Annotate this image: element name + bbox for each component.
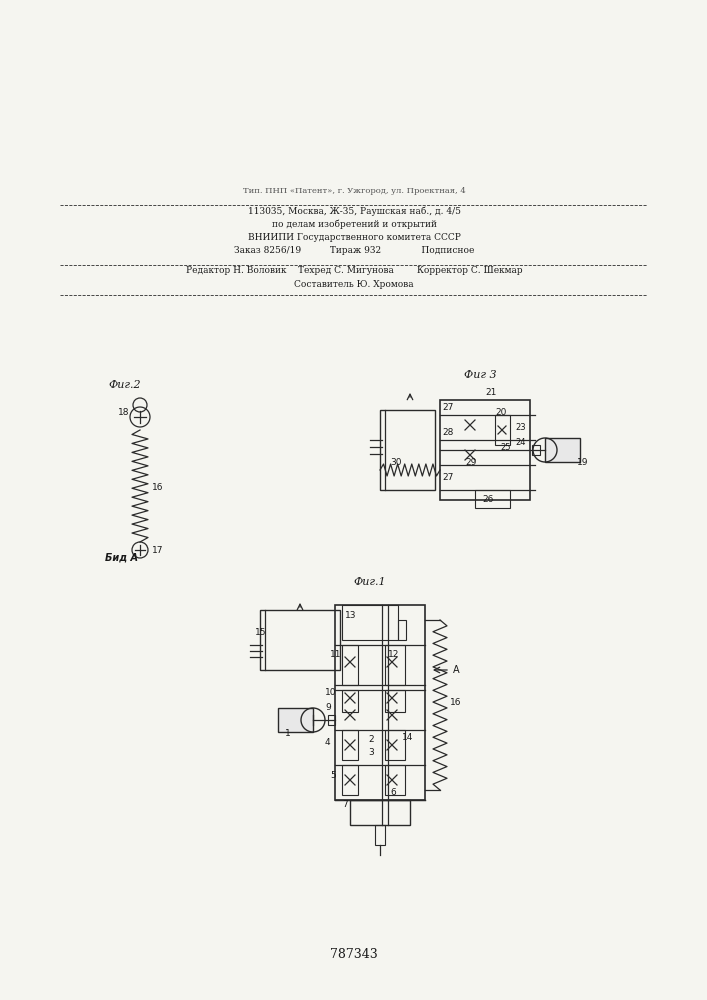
Text: Фиг 3: Фиг 3 (464, 370, 496, 380)
Text: 11: 11 (330, 650, 341, 659)
Bar (350, 800, 410, 825)
Bar (385, 645, 405, 685)
Text: 23: 23 (515, 423, 525, 432)
Text: 25: 25 (500, 443, 510, 452)
Text: 4: 4 (325, 738, 331, 747)
Text: 14: 14 (402, 733, 414, 742)
Text: 28: 28 (442, 428, 453, 437)
Text: 19: 19 (577, 458, 588, 467)
Text: по делам изобретений и открытий: по делам изобретений и открытий (271, 220, 436, 229)
Text: Заказ 8256/19          Тираж 932              Подписное: Заказ 8256/19 Тираж 932 Подписное (234, 246, 474, 255)
Text: 15: 15 (255, 628, 267, 637)
Text: 113035, Москва, Ж-35, Раушская наб., д. 4/5: 113035, Москва, Ж-35, Раушская наб., д. … (247, 207, 460, 216)
Bar (342, 605, 398, 640)
Text: 20: 20 (495, 408, 506, 417)
Bar (342, 765, 358, 795)
Text: 1: 1 (285, 729, 291, 738)
Bar (342, 730, 358, 760)
Text: 12: 12 (388, 650, 399, 659)
Text: 5: 5 (330, 771, 336, 780)
Bar (342, 645, 358, 685)
Bar (278, 708, 313, 732)
Text: Тип. ПНП «Патент», г. Ужгород, ул. Проектная, 4: Тип. ПНП «Патент», г. Ужгород, ул. Проек… (243, 187, 465, 195)
Text: 16: 16 (450, 698, 462, 707)
Text: 27: 27 (442, 403, 453, 412)
Text: 10: 10 (325, 688, 337, 697)
Bar (475, 490, 510, 508)
Text: 17: 17 (152, 546, 163, 555)
Text: 27: 27 (442, 473, 453, 482)
Text: 16: 16 (152, 483, 163, 492)
Bar (385, 730, 405, 760)
Text: 787343: 787343 (330, 948, 378, 962)
Text: 30: 30 (390, 458, 402, 467)
Text: Составитель Ю. Хромова: Составитель Ю. Хромова (294, 280, 414, 289)
Text: Редактор Н. Воловик    Техред С. Мигунова        Корректор С. Шекмар: Редактор Н. Воловик Техред С. Мигунова К… (186, 266, 522, 275)
Bar (398, 620, 406, 640)
Text: Фиг.2: Фиг.2 (109, 380, 141, 390)
Text: 18: 18 (118, 408, 129, 417)
Bar (385, 690, 405, 712)
Text: 6: 6 (390, 788, 396, 797)
Text: 2: 2 (368, 735, 373, 744)
Bar (335, 605, 425, 800)
Bar (440, 400, 530, 500)
Text: Бид А: Бид А (105, 552, 138, 562)
Bar (532, 445, 540, 455)
Text: 9: 9 (325, 703, 331, 712)
Text: 3: 3 (368, 748, 374, 757)
Text: 24: 24 (515, 438, 525, 447)
Bar (380, 410, 435, 490)
Text: 29: 29 (465, 458, 477, 467)
Bar (545, 438, 580, 462)
Bar (375, 825, 385, 845)
Bar (495, 415, 510, 445)
Text: Фиг.1: Фиг.1 (354, 577, 386, 587)
Text: 26: 26 (482, 495, 493, 504)
Text: А: А (453, 665, 460, 675)
Bar (385, 765, 405, 795)
Bar (342, 690, 358, 712)
Text: ВНИИПИ Государственного комитета СССР: ВНИИПИ Государственного комитета СССР (247, 233, 460, 242)
Text: 13: 13 (345, 611, 356, 620)
Bar (260, 610, 340, 670)
Text: 21: 21 (485, 388, 496, 397)
Text: 7: 7 (342, 800, 348, 809)
Bar (328, 715, 335, 725)
